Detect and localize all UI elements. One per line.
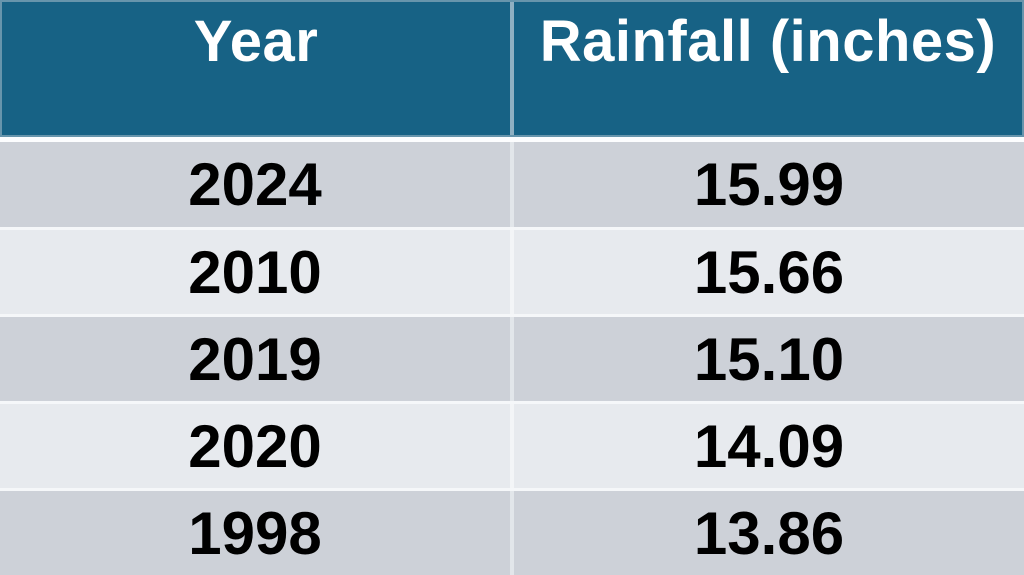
year-cell: 2024: [0, 142, 510, 227]
column-divider: [510, 491, 514, 575]
header-cell-year: Year: [2, 2, 510, 135]
row-separator: [0, 401, 1024, 404]
rainfall-cell: 15.99: [514, 142, 1024, 227]
column-divider: [510, 404, 514, 488]
row-separator: [0, 227, 1024, 230]
rainfall-cell: 13.86: [514, 491, 1024, 575]
table-header-row: Year Rainfall (inches): [0, 0, 1024, 137]
table-row: 2020 14.09: [0, 404, 1024, 488]
rainfall-cell: 14.09: [514, 404, 1024, 488]
year-cell: 2010: [0, 230, 510, 314]
table-row: 1998 13.86: [0, 491, 1024, 575]
row-separator: [0, 488, 1024, 491]
header-gap: [0, 137, 1024, 142]
table-row: 2024 15.99: [0, 142, 1024, 227]
rainfall-cell: 15.66: [514, 230, 1024, 314]
row-separator: [0, 314, 1024, 317]
table-row: 2010 15.66: [0, 230, 1024, 314]
year-cell: 1998: [0, 491, 510, 575]
table-row: 2019 15.10: [0, 317, 1024, 401]
column-divider: [510, 2, 514, 135]
year-cell: 2019: [0, 317, 510, 401]
column-divider: [510, 142, 514, 227]
rainfall-cell: 15.10: [514, 317, 1024, 401]
year-cell: 2020: [0, 404, 510, 488]
header-cell-rainfall: Rainfall (inches): [514, 2, 1022, 135]
column-divider: [510, 230, 514, 314]
column-divider: [510, 317, 514, 401]
